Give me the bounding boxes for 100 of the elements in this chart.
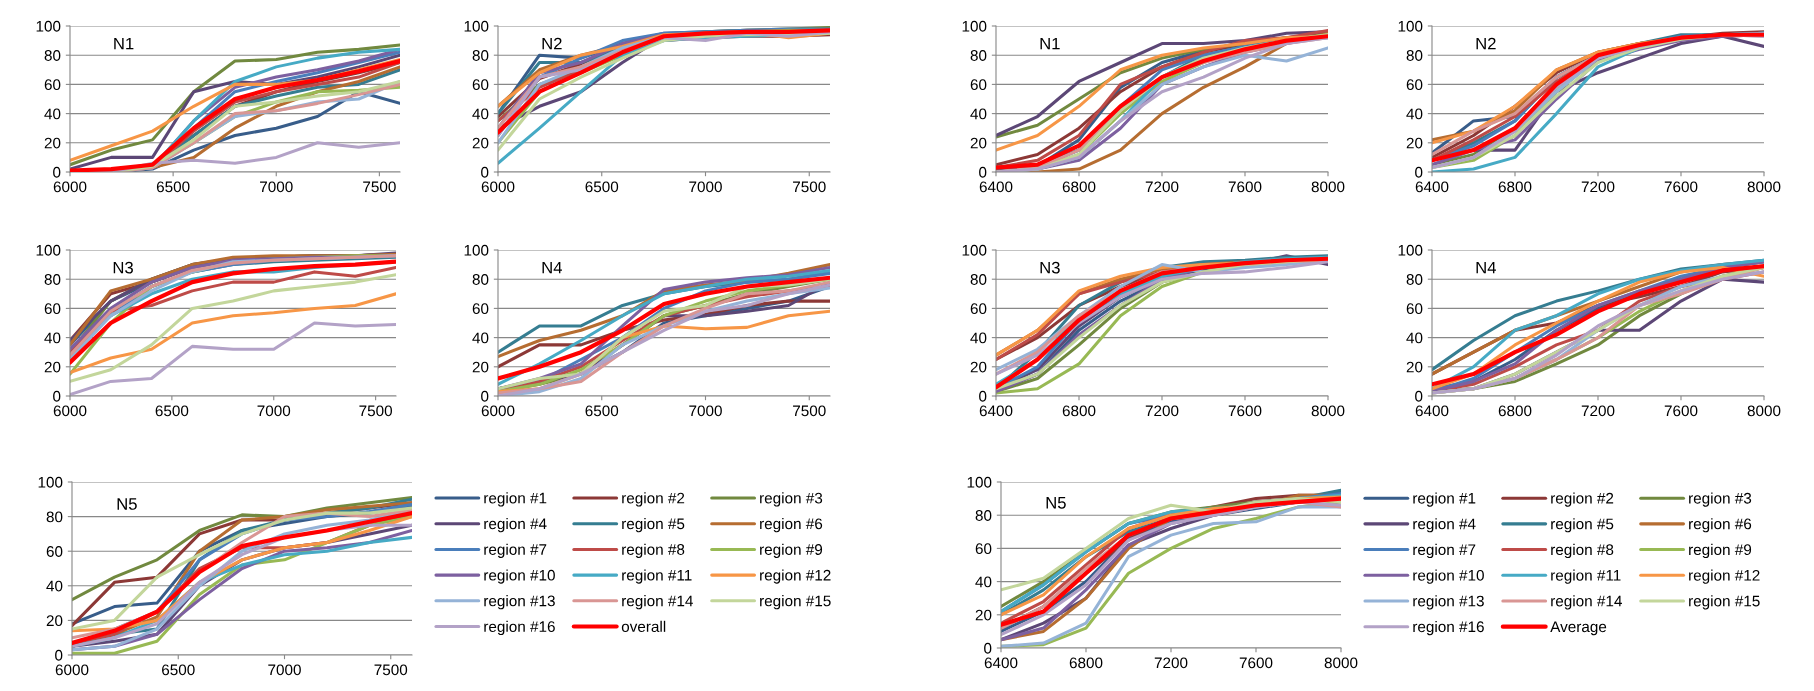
legend-label: region #10 — [1413, 569, 1484, 584]
x-tick-label: 6800 — [1498, 181, 1532, 193]
x-tick-label: 7200 — [1581, 181, 1615, 193]
y-tick-label: 40 — [44, 108, 61, 120]
legend-label: region #16 — [484, 620, 555, 636]
y-tick-label: 80 — [46, 511, 63, 523]
legend-label: region #13 — [1413, 595, 1484, 610]
y-tick-label: 100 — [962, 244, 987, 256]
text: N2 — [1476, 37, 1496, 50]
y-tick-label: 0 — [984, 642, 992, 654]
legend-label: region #1 — [484, 492, 547, 507]
y-tick-label: 80 — [970, 274, 987, 285]
legend-label: region #12 — [1689, 569, 1760, 584]
y-tick-label: 60 — [1406, 303, 1423, 315]
y-tick-label: 20 — [970, 137, 987, 149]
y-tick-label: 0 — [1415, 166, 1423, 178]
x-tick-label: 6800 — [1069, 657, 1103, 669]
legend-label: region #10 — [484, 569, 555, 584]
x-tick-label: 7500 — [363, 181, 396, 193]
x-tick-label: 6500 — [585, 181, 619, 193]
x-tick-label: 7000 — [268, 664, 301, 676]
text: N4 — [1476, 261, 1496, 274]
x-tick-label: 7000 — [260, 181, 293, 193]
legend-label: region #3 — [760, 492, 823, 507]
x-tick-label: 7600 — [1664, 181, 1698, 193]
text: N3 — [1040, 261, 1060, 274]
x-tick-label: 8000 — [1324, 657, 1358, 669]
legend-label: region #4 — [484, 517, 547, 533]
y-tick-label: 60 — [970, 303, 987, 315]
legend-label: region #7 — [1413, 543, 1476, 559]
y-tick-label: 40 — [970, 332, 987, 344]
legend-label: region #16 — [1413, 620, 1484, 636]
x-tick-label: 8000 — [1747, 405, 1781, 417]
y-tick-label: 80 — [44, 274, 61, 285]
y-tick-label: 40 — [472, 108, 489, 120]
legend-label: region #8 — [622, 543, 685, 558]
legend-label: region #2 — [622, 492, 685, 507]
y-tick-label: 0 — [53, 166, 61, 178]
legend-label: region #11 — [1551, 569, 1621, 584]
legend-label: region #6 — [1689, 518, 1752, 533]
legend-label: region #12 — [760, 569, 831, 584]
legend-label: region #8 — [1551, 543, 1614, 559]
y-tick-label: 0 — [979, 166, 987, 178]
x-tick-label: 7600 — [1228, 181, 1262, 193]
y-tick-label: 40 — [1406, 108, 1423, 120]
x-tick-label: 7500 — [374, 664, 408, 676]
x-tick-label: 6400 — [979, 405, 1013, 417]
y-tick-label: 80 — [975, 510, 992, 521]
y-tick-label: 20 — [472, 361, 489, 373]
y-tick-label: 80 — [1406, 274, 1423, 285]
x-tick-label: 7500 — [793, 405, 826, 417]
x-tick-label: 6500 — [162, 664, 195, 676]
x-tick-label: 7500 — [359, 405, 393, 417]
x-tick-label: 6000 — [481, 181, 515, 193]
legend-label: region #15 — [760, 595, 831, 610]
y-tick-label: 40 — [1406, 332, 1423, 344]
text: N5 — [1046, 497, 1066, 509]
x-tick-label: 6500 — [155, 405, 189, 417]
legend-label: region #14 — [1551, 595, 1622, 610]
legend-label: region #14 — [622, 595, 693, 610]
text: N1 — [1040, 37, 1060, 50]
x-tick-label: 6800 — [1498, 405, 1532, 417]
y-tick-label: 60 — [970, 79, 987, 91]
y-tick-label: 60 — [1406, 79, 1423, 91]
x-tick-label: 6000 — [53, 181, 87, 193]
y-tick-label: 100 — [38, 476, 63, 488]
y-tick-label: 0 — [481, 390, 489, 402]
x-tick-label: 7600 — [1239, 657, 1273, 669]
y-tick-label: 0 — [55, 649, 63, 661]
x-tick-label: 8000 — [1311, 181, 1345, 193]
legend-label: region #1 — [1413, 492, 1476, 507]
legend-label: overall — [621, 620, 666, 633]
text: N5 — [117, 498, 137, 510]
y-tick-label: 100 — [464, 244, 489, 256]
x-tick-label: 6500 — [156, 181, 190, 193]
text: N1 — [114, 37, 134, 50]
y-tick-label: 20 — [44, 137, 61, 149]
y-tick-label: 100 — [1398, 20, 1423, 32]
x-tick-label: 6000 — [55, 664, 89, 676]
y-tick-label: 40 — [472, 332, 489, 344]
y-tick-label: 60 — [472, 303, 489, 315]
x-tick-label: 8000 — [1747, 181, 1781, 193]
legend-label: region #3 — [1689, 492, 1752, 507]
y-tick-label: 80 — [44, 50, 61, 61]
legend-label: region #9 — [1689, 543, 1752, 559]
y-tick-label: 100 — [1398, 244, 1423, 256]
y-tick-label: 40 — [44, 332, 61, 344]
y-tick-label: 100 — [967, 476, 992, 488]
legend-label: region #2 — [1551, 492, 1614, 507]
y-tick-label: 100 — [36, 244, 61, 256]
legend-label: region #5 — [622, 517, 685, 533]
text: N2 — [542, 37, 562, 50]
y-tick-label: 80 — [1406, 50, 1423, 61]
legend-label: region #7 — [484, 543, 547, 558]
y-tick-label: 100 — [36, 20, 61, 32]
legend-label: region #4 — [1413, 518, 1476, 533]
x-tick-label: 7200 — [1581, 405, 1615, 417]
legend-label: region #11 — [622, 569, 692, 584]
y-tick-label: 60 — [975, 543, 992, 555]
x-tick-label: 7600 — [1228, 405, 1262, 417]
